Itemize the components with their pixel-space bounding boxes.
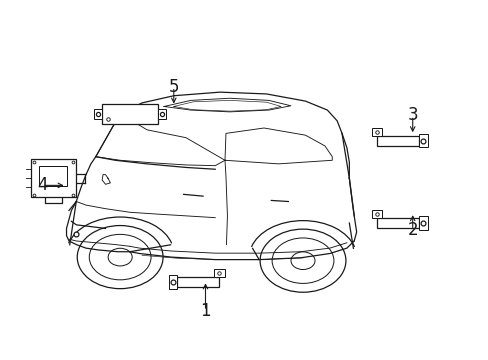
Bar — [94, 109, 102, 119]
Text: 5: 5 — [168, 78, 179, 96]
Bar — [158, 109, 165, 119]
Bar — [418, 134, 427, 147]
Bar — [371, 210, 382, 218]
Text: 4: 4 — [37, 176, 47, 194]
Text: 2: 2 — [407, 221, 417, 239]
Bar — [371, 128, 382, 135]
Bar — [214, 269, 224, 277]
Bar — [177, 277, 219, 287]
Bar — [102, 104, 158, 123]
FancyBboxPatch shape — [31, 159, 76, 197]
Bar — [40, 166, 67, 186]
Bar — [168, 275, 177, 289]
Text: 3: 3 — [407, 107, 417, 125]
Bar — [377, 218, 418, 228]
Bar — [377, 135, 418, 145]
Bar — [418, 216, 427, 230]
Text: 1: 1 — [200, 302, 210, 320]
